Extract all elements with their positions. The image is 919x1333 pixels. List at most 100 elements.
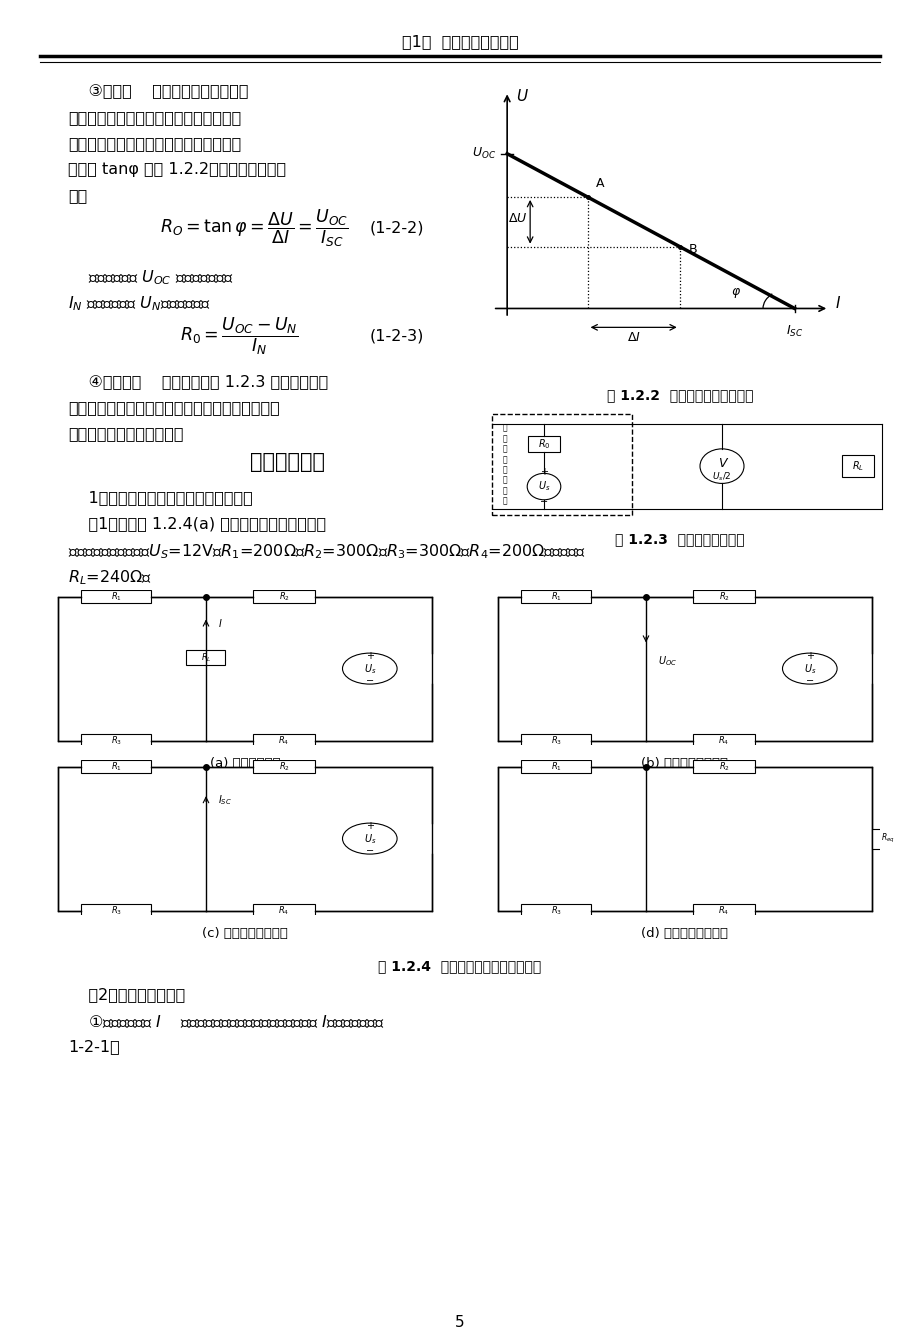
- Text: (b) 开路电压测量电路: (b) 开路电压测量电路: [641, 757, 728, 770]
- Text: $I_{SC}$: $I_{SC}$: [218, 793, 232, 806]
- Bar: [521, 760, 591, 773]
- Text: （2）等效参数的测量: （2）等效参数的测量: [68, 986, 185, 1002]
- Text: $R_0$: $R_0$: [537, 437, 550, 451]
- Text: 5: 5: [455, 1314, 464, 1330]
- Text: 四、实验内容: 四、实验内容: [250, 452, 324, 472]
- Text: $U_s$: $U_s$: [802, 661, 815, 676]
- Text: $R_3$: $R_3$: [550, 734, 562, 746]
- Text: $U_s/2$: $U_s/2$: [711, 471, 731, 484]
- Text: V: V: [717, 457, 725, 471]
- Bar: [81, 591, 152, 604]
- Text: +: +: [366, 821, 373, 832]
- Text: 值：: 值：: [68, 188, 87, 203]
- Circle shape: [342, 822, 397, 854]
- Text: $U_s$: $U_s$: [538, 480, 550, 493]
- Bar: [692, 734, 754, 748]
- Circle shape: [699, 449, 743, 484]
- Text: 法测量。根据有源二端网络的外特性曲线: 法测量。根据有源二端网络的外特性曲线: [68, 136, 241, 151]
- Text: 图 1.2.2  有源二端网络的外特性: 图 1.2.2 有源二端网络的外特性: [607, 388, 753, 403]
- Text: $U$: $U$: [516, 88, 528, 104]
- Text: $I$: $I$: [218, 617, 222, 629]
- Text: $R_L$: $R_L$: [200, 652, 211, 664]
- Circle shape: [527, 473, 561, 500]
- Circle shape: [342, 653, 397, 684]
- Text: 1、戴维南定理的验证（验证性实验）: 1、戴维南定理的验证（验证性实验）: [68, 491, 253, 505]
- Bar: [521, 734, 591, 748]
- Text: $I$: $I$: [834, 295, 840, 311]
- Text: −: −: [366, 676, 373, 685]
- Bar: [81, 734, 152, 748]
- Text: 1-2-1。: 1-2-1。: [68, 1038, 119, 1054]
- Bar: [253, 904, 315, 917]
- Text: 时，不宜测量其短路电流，则可采用伏安: 时，不宜测量其短路电流，则可采用伏安: [68, 111, 241, 125]
- Text: $R_3$: $R_3$: [110, 904, 121, 917]
- Bar: [841, 455, 873, 477]
- Text: (d) 等效电阻测量电路: (d) 等效电阻测量电路: [641, 926, 728, 940]
- Text: $R_L$=240Ω。: $R_L$=240Ω。: [68, 568, 153, 587]
- Bar: [692, 591, 754, 604]
- Text: $U_{OC}$: $U_{OC}$: [471, 147, 495, 161]
- Text: $U_s$: $U_s$: [363, 661, 376, 676]
- Text: $R_2$: $R_2$: [718, 760, 729, 773]
- Text: 电压为被测网络开路电压的一半时负载电阻即为被: 电压为被测网络开路电压的一半时负载电阻即为被: [68, 400, 279, 415]
- Bar: [187, 649, 225, 665]
- Text: $R_1$: $R_1$: [550, 760, 562, 773]
- Text: +: +: [366, 652, 373, 661]
- Text: $R_3$: $R_3$: [550, 904, 562, 917]
- Bar: [253, 734, 315, 748]
- Text: $R_4$: $R_4$: [278, 904, 289, 917]
- Text: 电路元件的参数值为：$U_S$=12V，$R_1$=200Ω，$R_2$=300Ω，$R_3$=300Ω，$R_4$=200Ω，负载电阻: 电路元件的参数值为：$U_S$=12V，$R_1$=200Ω，$R_2$=300…: [68, 543, 585, 561]
- Text: −: −: [366, 845, 373, 856]
- Text: $R_2$: $R_2$: [718, 591, 729, 603]
- Text: $R_1$: $R_1$: [110, 760, 121, 773]
- Text: 测二端网络的等效内阻值。: 测二端网络的等效内阻值。: [68, 427, 183, 441]
- Bar: [528, 436, 560, 452]
- Text: (a) 验证实验电路: (a) 验证实验电路: [210, 757, 280, 770]
- Bar: [253, 760, 315, 773]
- Circle shape: [782, 653, 836, 684]
- Text: 被
测
有
源
二
端
网
络: 被 测 有 源 二 端 网 络: [503, 424, 507, 505]
- Bar: [871, 829, 902, 849]
- Text: $\Delta I$: $\Delta I$: [626, 331, 640, 344]
- Text: ④半电压法    测量电路如图 1.2.3 所示，当负载: ④半电压法 测量电路如图 1.2.3 所示，当负载: [68, 375, 328, 389]
- Text: ①测量输出电流 $I$    用直流电流表（毫安表）测量输出电流 $I$，将结果记入表: ①测量输出电流 $I$ 用直流电流表（毫安表）测量输出电流 $I$，将结果记入表: [68, 1013, 384, 1029]
- Text: 的斜率 tanφ （图 1.2.2），即为等效内阻: 的斜率 tanφ （图 1.2.2），即为等效内阻: [68, 163, 286, 177]
- Text: （1）按如图 1.2.4(a) 所示连接实验电路，其中: （1）按如图 1.2.4(a) 所示连接实验电路，其中: [68, 516, 325, 531]
- Bar: [692, 904, 754, 917]
- Text: $R_4$: $R_4$: [718, 904, 729, 917]
- Text: $U_s$: $U_s$: [363, 832, 376, 845]
- Text: (1-2-3): (1-2-3): [369, 328, 424, 344]
- Text: 图 1.2.4  戴维南定理的验证实验电路: 图 1.2.4 戴维南定理的验证实验电路: [378, 958, 541, 973]
- Bar: [253, 591, 315, 604]
- Text: $R_1$: $R_1$: [550, 591, 562, 603]
- Text: B: B: [687, 243, 697, 256]
- Bar: [521, 904, 591, 917]
- Text: $R_0 = \dfrac{U_{OC} - U_N}{I_N}$: $R_0 = \dfrac{U_{OC} - U_N}{I_N}$: [180, 316, 299, 357]
- Text: (c) 短路电流测量电路: (c) 短路电流测量电路: [202, 926, 288, 940]
- Bar: [81, 904, 152, 917]
- Text: $R_2$: $R_2$: [278, 760, 289, 773]
- Text: $I_{SC}$: $I_{SC}$: [785, 324, 802, 339]
- Bar: [492, 415, 631, 515]
- Text: 测量开路电压 $U_{OC}$ 及电流为额定值: 测量开路电压 $U_{OC}$ 及电流为额定值: [68, 268, 233, 287]
- Text: 图 1.2.3  半电压法测量电路: 图 1.2.3 半电压法测量电路: [615, 532, 744, 547]
- Text: $U_{OC}$: $U_{OC}$: [657, 655, 676, 668]
- Bar: [521, 591, 591, 604]
- Text: +: +: [805, 652, 813, 661]
- Text: 第1章  电工（电路）实验: 第1章 电工（电路）实验: [402, 35, 517, 49]
- Text: $\Delta U$: $\Delta U$: [507, 212, 527, 224]
- Text: +: +: [539, 467, 548, 477]
- Text: $R_4$: $R_4$: [718, 734, 729, 746]
- Text: $R_{eq}$: $R_{eq}$: [880, 832, 893, 845]
- Text: A: A: [596, 176, 604, 189]
- Text: ③伏安法    若二端网络的内阻很低: ③伏安法 若二端网络的内阻很低: [68, 84, 248, 99]
- Text: $R_O = \tan\varphi = \dfrac{\Delta U}{\Delta I} = \dfrac{U_{OC}}{I_{SC}}$: $R_O = \tan\varphi = \dfrac{\Delta U}{\D…: [160, 208, 348, 249]
- Text: $R_L$: $R_L$: [851, 460, 863, 473]
- Text: $R_3$: $R_3$: [110, 734, 121, 746]
- Text: (1-2-2): (1-2-2): [369, 220, 424, 236]
- Text: $R_4$: $R_4$: [278, 734, 289, 746]
- Text: $\varphi$: $\varphi$: [731, 287, 741, 300]
- Bar: [81, 760, 152, 773]
- Text: $I_N$ 时的输出电压 $U_N$，则内阻为：: $I_N$ 时的输出电压 $U_N$，则内阻为：: [68, 295, 210, 313]
- Text: −: −: [539, 497, 548, 507]
